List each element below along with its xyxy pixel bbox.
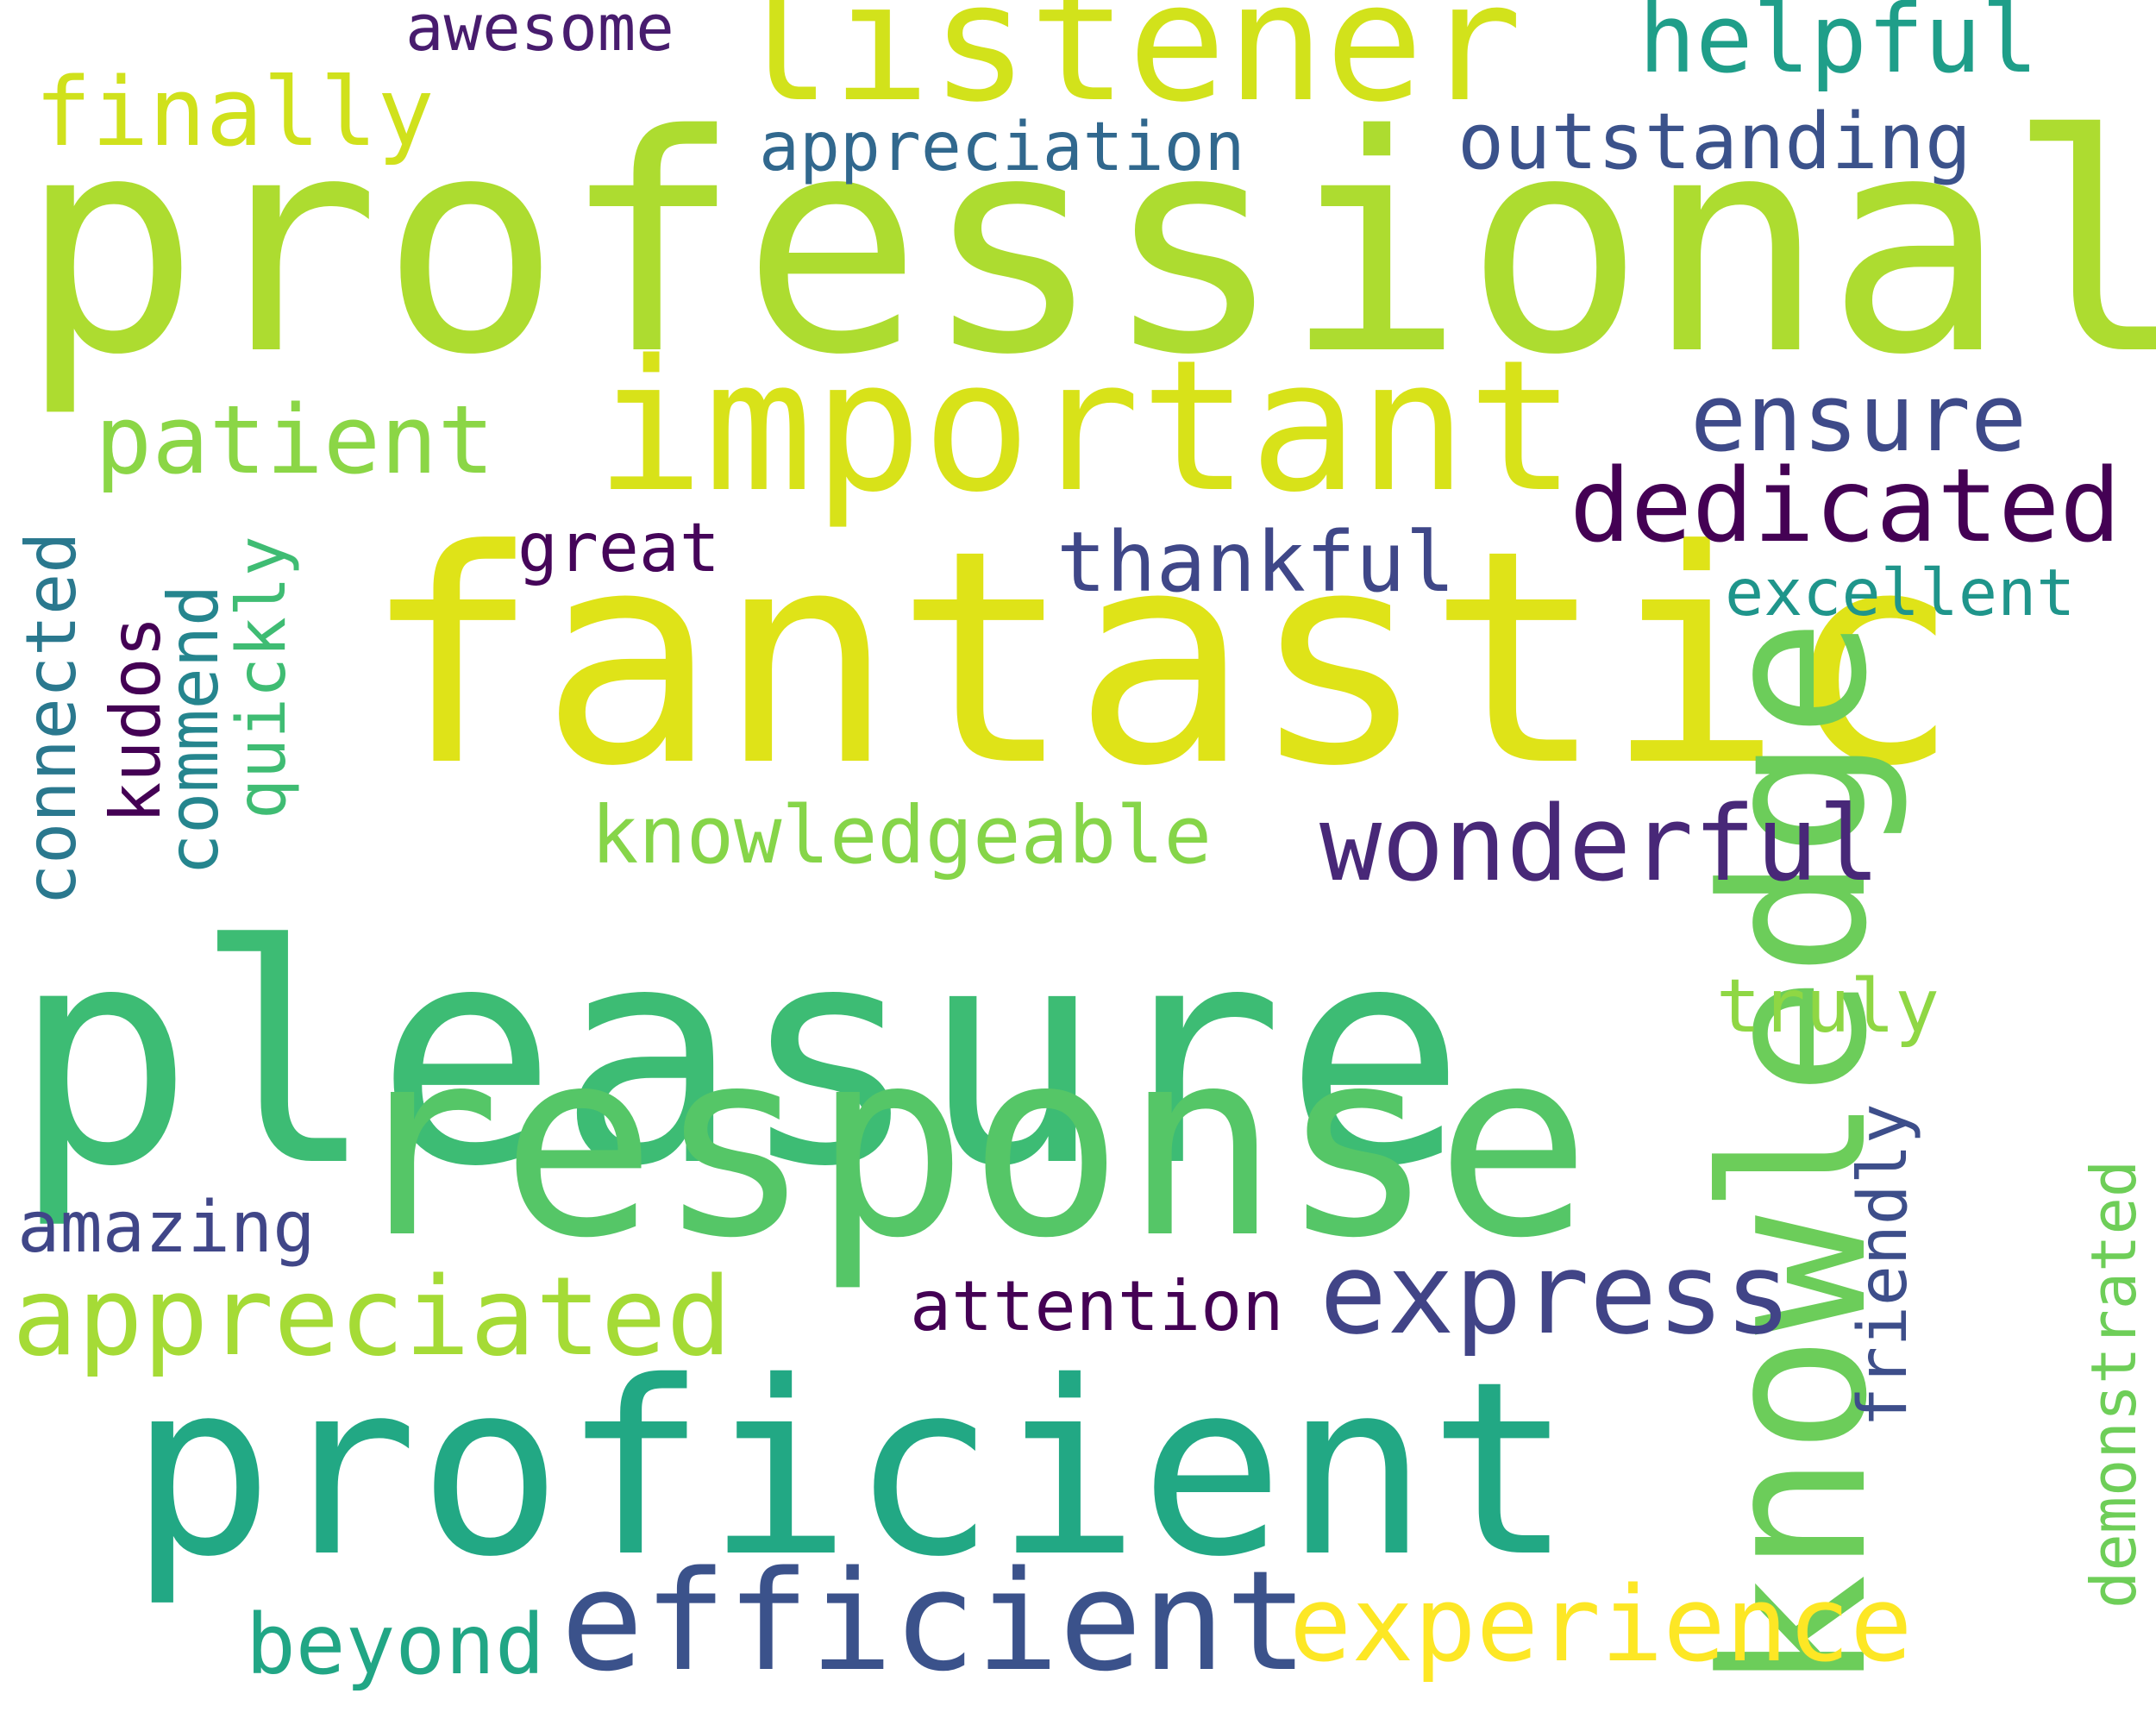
word-wonderful: wonderful [1319, 785, 1881, 905]
word-listener: listener [733, 0, 1523, 138]
word-dedicated: dedicated [1570, 446, 2122, 565]
word-proficient: proficient [129, 1330, 1573, 1609]
word-friendly: friendly [1845, 1103, 1922, 1427]
word-truly: truly [1716, 963, 1940, 1050]
word-express: express [1319, 1228, 1792, 1359]
word-commend: commend [154, 584, 234, 875]
word-attention: attention [910, 1266, 1284, 1346]
word-appreciated: appreciated [12, 1253, 732, 1380]
word-ensure: ensure [1690, 365, 2028, 473]
word-awesome: awesome [405, 0, 674, 66]
word-professional: professional [19, 72, 2156, 421]
word-knowledgeable: knowledgeable [591, 789, 1213, 881]
word-outstanding: outstanding [1457, 97, 1972, 187]
word-response: response [345, 994, 1591, 1295]
word-thankful: thankful [1056, 514, 1456, 611]
word-efficient: efficient [561, 1540, 1308, 1702]
word-helpful: helpful [1639, 0, 2039, 94]
word-great: great [517, 510, 720, 587]
word-connected: connected [11, 531, 91, 906]
word-finally: finally [34, 57, 435, 167]
word-quickly: quickly [223, 536, 301, 819]
word-beyond: beyond [246, 1596, 545, 1693]
word-appreciation: appreciation [759, 109, 1245, 186]
word-patient: patient [95, 385, 495, 495]
word-fantastic: fantastic [362, 487, 1961, 831]
word-demonstrated: demonstrated [2078, 1159, 2150, 1609]
word-pleasure: pleasure [12, 881, 1466, 1233]
word-amazing: amazing [17, 1187, 316, 1269]
word-important: important [595, 321, 1576, 532]
word-experience: experience [1289, 1565, 1913, 1685]
word-excellent: excellent [1725, 555, 2076, 630]
